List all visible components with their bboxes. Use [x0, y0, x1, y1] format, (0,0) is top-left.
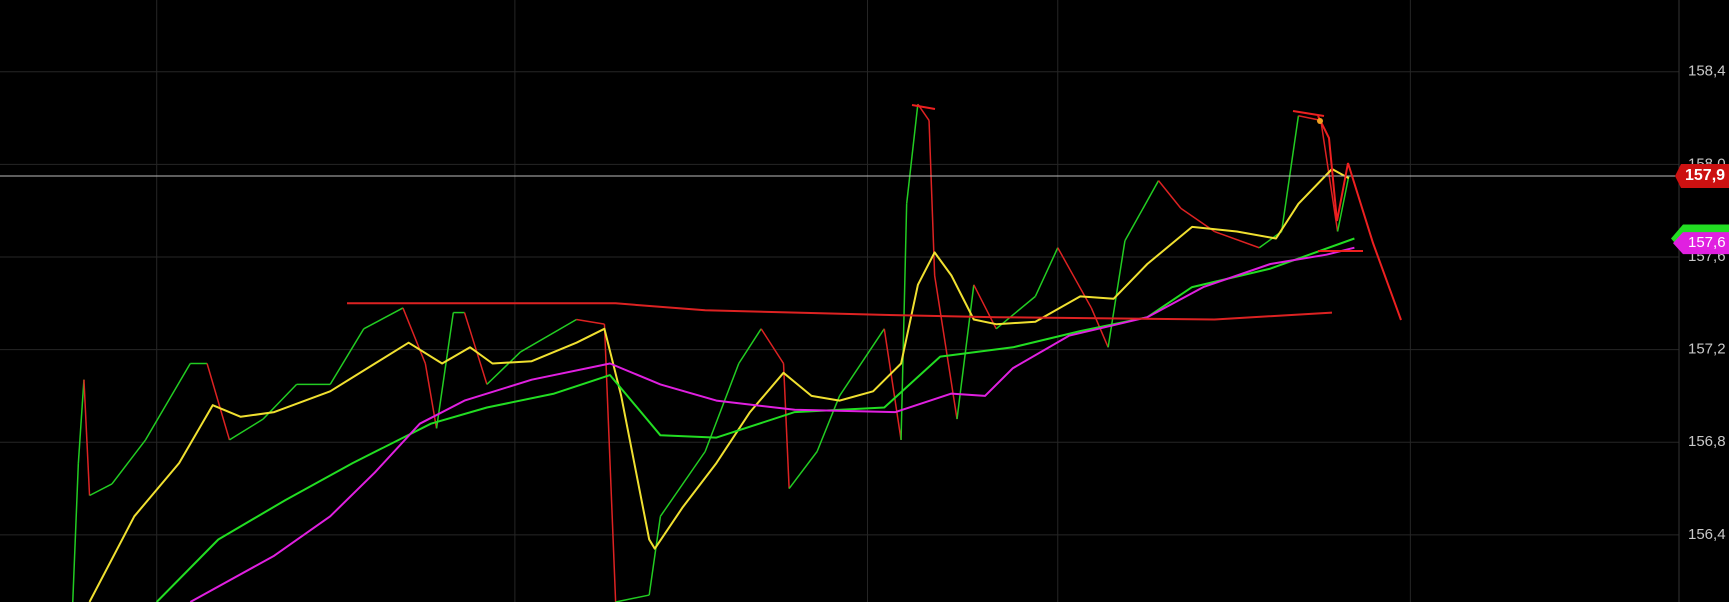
price-segment: [402, 307, 427, 364]
price-segment: [206, 363, 231, 441]
price-segment: [905, 104, 919, 204]
drawn-dot: [1317, 118, 1323, 124]
price-segment: [1214, 230, 1260, 249]
price-segment: [435, 312, 455, 429]
price-segment: [424, 363, 438, 429]
price-segment: [956, 284, 975, 420]
price-segment: [933, 275, 958, 420]
grid: [0, 0, 1679, 602]
indicator-marker: [1673, 232, 1729, 255]
plot: [0, 103, 1679, 602]
price-segment: [576, 318, 605, 325]
price-segment: [883, 328, 902, 441]
price-segment: [1034, 247, 1059, 297]
price-segment: [1280, 115, 1300, 232]
indicator-label: 157,6: [1688, 234, 1726, 251]
price-segment: [520, 318, 577, 353]
price-segment: [928, 120, 936, 276]
indicator-line: [347, 302, 1333, 321]
current-price-marker: [1675, 163, 1729, 188]
price-segment: [363, 307, 404, 330]
price-segment: [77, 379, 85, 464]
price-segment: [900, 203, 908, 440]
price-segment: [83, 379, 91, 496]
price-segment: [89, 483, 113, 497]
y-tick-label: 156,8: [1688, 433, 1726, 450]
current-price-label: 157,9: [1685, 167, 1725, 184]
drawn-line: [911, 104, 936, 110]
indicator-line: [88, 168, 1350, 602]
price-segment: [72, 463, 80, 602]
price-segment: [760, 328, 785, 364]
indicator-line: [189, 246, 1355, 602]
price-segment: [603, 324, 617, 602]
y-tick-label: 156,4: [1688, 526, 1726, 543]
price-segment: [229, 418, 264, 441]
price-segment: [329, 328, 365, 385]
drawn-line: [1292, 110, 1325, 117]
price-segment: [1124, 180, 1160, 242]
price-segment: [1157, 180, 1182, 209]
price-segment: [1107, 240, 1126, 348]
price-segment: [463, 312, 488, 385]
price-segment: [1336, 175, 1350, 232]
y-tick-label: 157,2: [1688, 341, 1726, 358]
price-segment: [738, 328, 762, 364]
price-segment: [1298, 115, 1321, 122]
price-segment: [788, 451, 818, 489]
price-segment: [486, 351, 522, 385]
price-segment: [973, 284, 997, 330]
drawn-line: [1317, 115, 1402, 321]
price-segment: [144, 363, 191, 441]
price-segment: [111, 439, 147, 485]
price-segment: [1057, 247, 1093, 309]
price-segment: [816, 395, 841, 452]
price-segment: [615, 594, 650, 602]
price-segment: [782, 363, 790, 489]
drawings: [911, 104, 1402, 321]
price-segment: [838, 328, 885, 397]
price-segment: [648, 516, 662, 596]
y-tick-label: 158,4: [1688, 63, 1726, 80]
price-segment: [659, 451, 706, 517]
